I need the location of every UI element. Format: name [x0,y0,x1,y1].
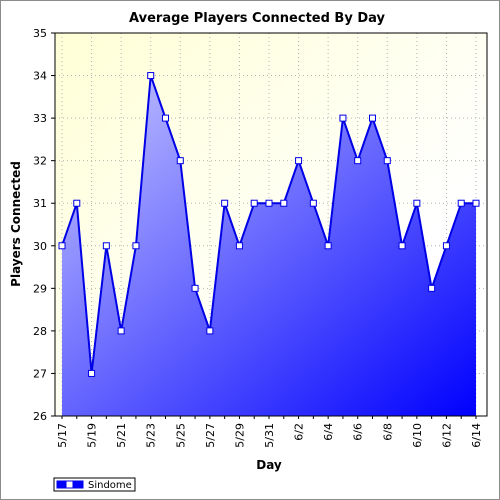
x-axis-label: Day [256,458,282,472]
legend-label-sindome: Sindome [88,480,132,491]
data-point-6-3 [309,199,317,207]
series-area-sindome [62,75,476,417]
data-point-6-2 [295,157,303,165]
y-axis-ticks: 26 27 28 29 30 31 32 33 34 35 [33,27,55,423]
x-tick-label: 5/29 [233,423,246,448]
data-point-6-1 [280,199,288,207]
data-point-6-4 [324,242,332,250]
data-point-5-28 [221,199,229,207]
x-tick-label: 5/21 [115,423,128,448]
data-points [58,72,480,377]
data-point-6-9 [398,242,406,250]
x-tick-label: 5/17 [56,423,69,448]
x-tick-label: 6/6 [352,423,365,441]
data-point-5-27 [206,327,214,335]
x-tick-label: 5/31 [263,423,276,448]
plot-border [54,32,488,417]
x-tick-label: 6/14 [470,423,483,448]
data-point-5-30 [250,199,258,207]
data-point-6-8 [383,157,391,165]
x-tick-label: 6/12 [440,423,453,448]
x-tick-label: 5/19 [86,423,99,448]
data-point-5-18 [73,199,81,207]
data-point-6-13 [457,199,465,207]
data-point-6-10 [413,199,421,207]
data-point-5-19 [88,369,96,377]
data-point-6-14 [472,199,480,207]
x-tick-label: 5/23 [145,423,158,448]
x-axis-ticks: 5/17 5/19 5/21 5/23 5/25 5/27 5/29 5/31 6/2 6/4 6/… [56,416,483,448]
y-tick-label: 33 [33,112,47,125]
y-tick-label: 32 [33,155,47,168]
x-tick-label: 6/2 [293,423,306,441]
legend-marker-sindome [65,480,74,489]
data-point-6-6 [354,157,362,165]
data-point-6-5 [339,114,347,122]
data-point-5-25 [176,157,184,165]
data-point-6-12 [442,242,450,250]
y-tick-label: 27 [33,367,47,380]
data-point-5-23 [147,72,155,80]
y-tick-label: 29 [33,282,47,295]
data-point-5-26 [191,284,199,292]
data-point-5-29 [235,242,243,250]
y-tick-label: 30 [33,240,47,253]
chart-title: Average Players Connected By Day [129,11,385,26]
x-tick-label: 6/4 [322,423,335,441]
x-tick-label: 5/25 [174,423,187,448]
y-tick-label: 26 [33,410,47,423]
x-tick-label: 5/27 [204,423,217,448]
data-point-5-20 [102,242,110,250]
data-point-5-21 [117,327,125,335]
y-axis-label: Players Connected [9,161,23,287]
data-point-6-11 [428,284,436,292]
y-tick-label: 28 [33,325,47,338]
x-tick-label: 6/10 [411,423,424,448]
data-point-5-24 [162,114,169,122]
y-tick-label: 34 [33,70,47,83]
data-point-6-7 [369,114,376,122]
y-tick-label: 31 [33,197,47,210]
x-tick-label: 6/8 [381,423,394,441]
y-tick-label: 35 [33,27,47,40]
data-point-5-31 [265,199,273,207]
legend: Sindome [53,477,136,492]
data-point-5-17 [58,242,66,250]
data-point-5-22 [132,242,140,250]
